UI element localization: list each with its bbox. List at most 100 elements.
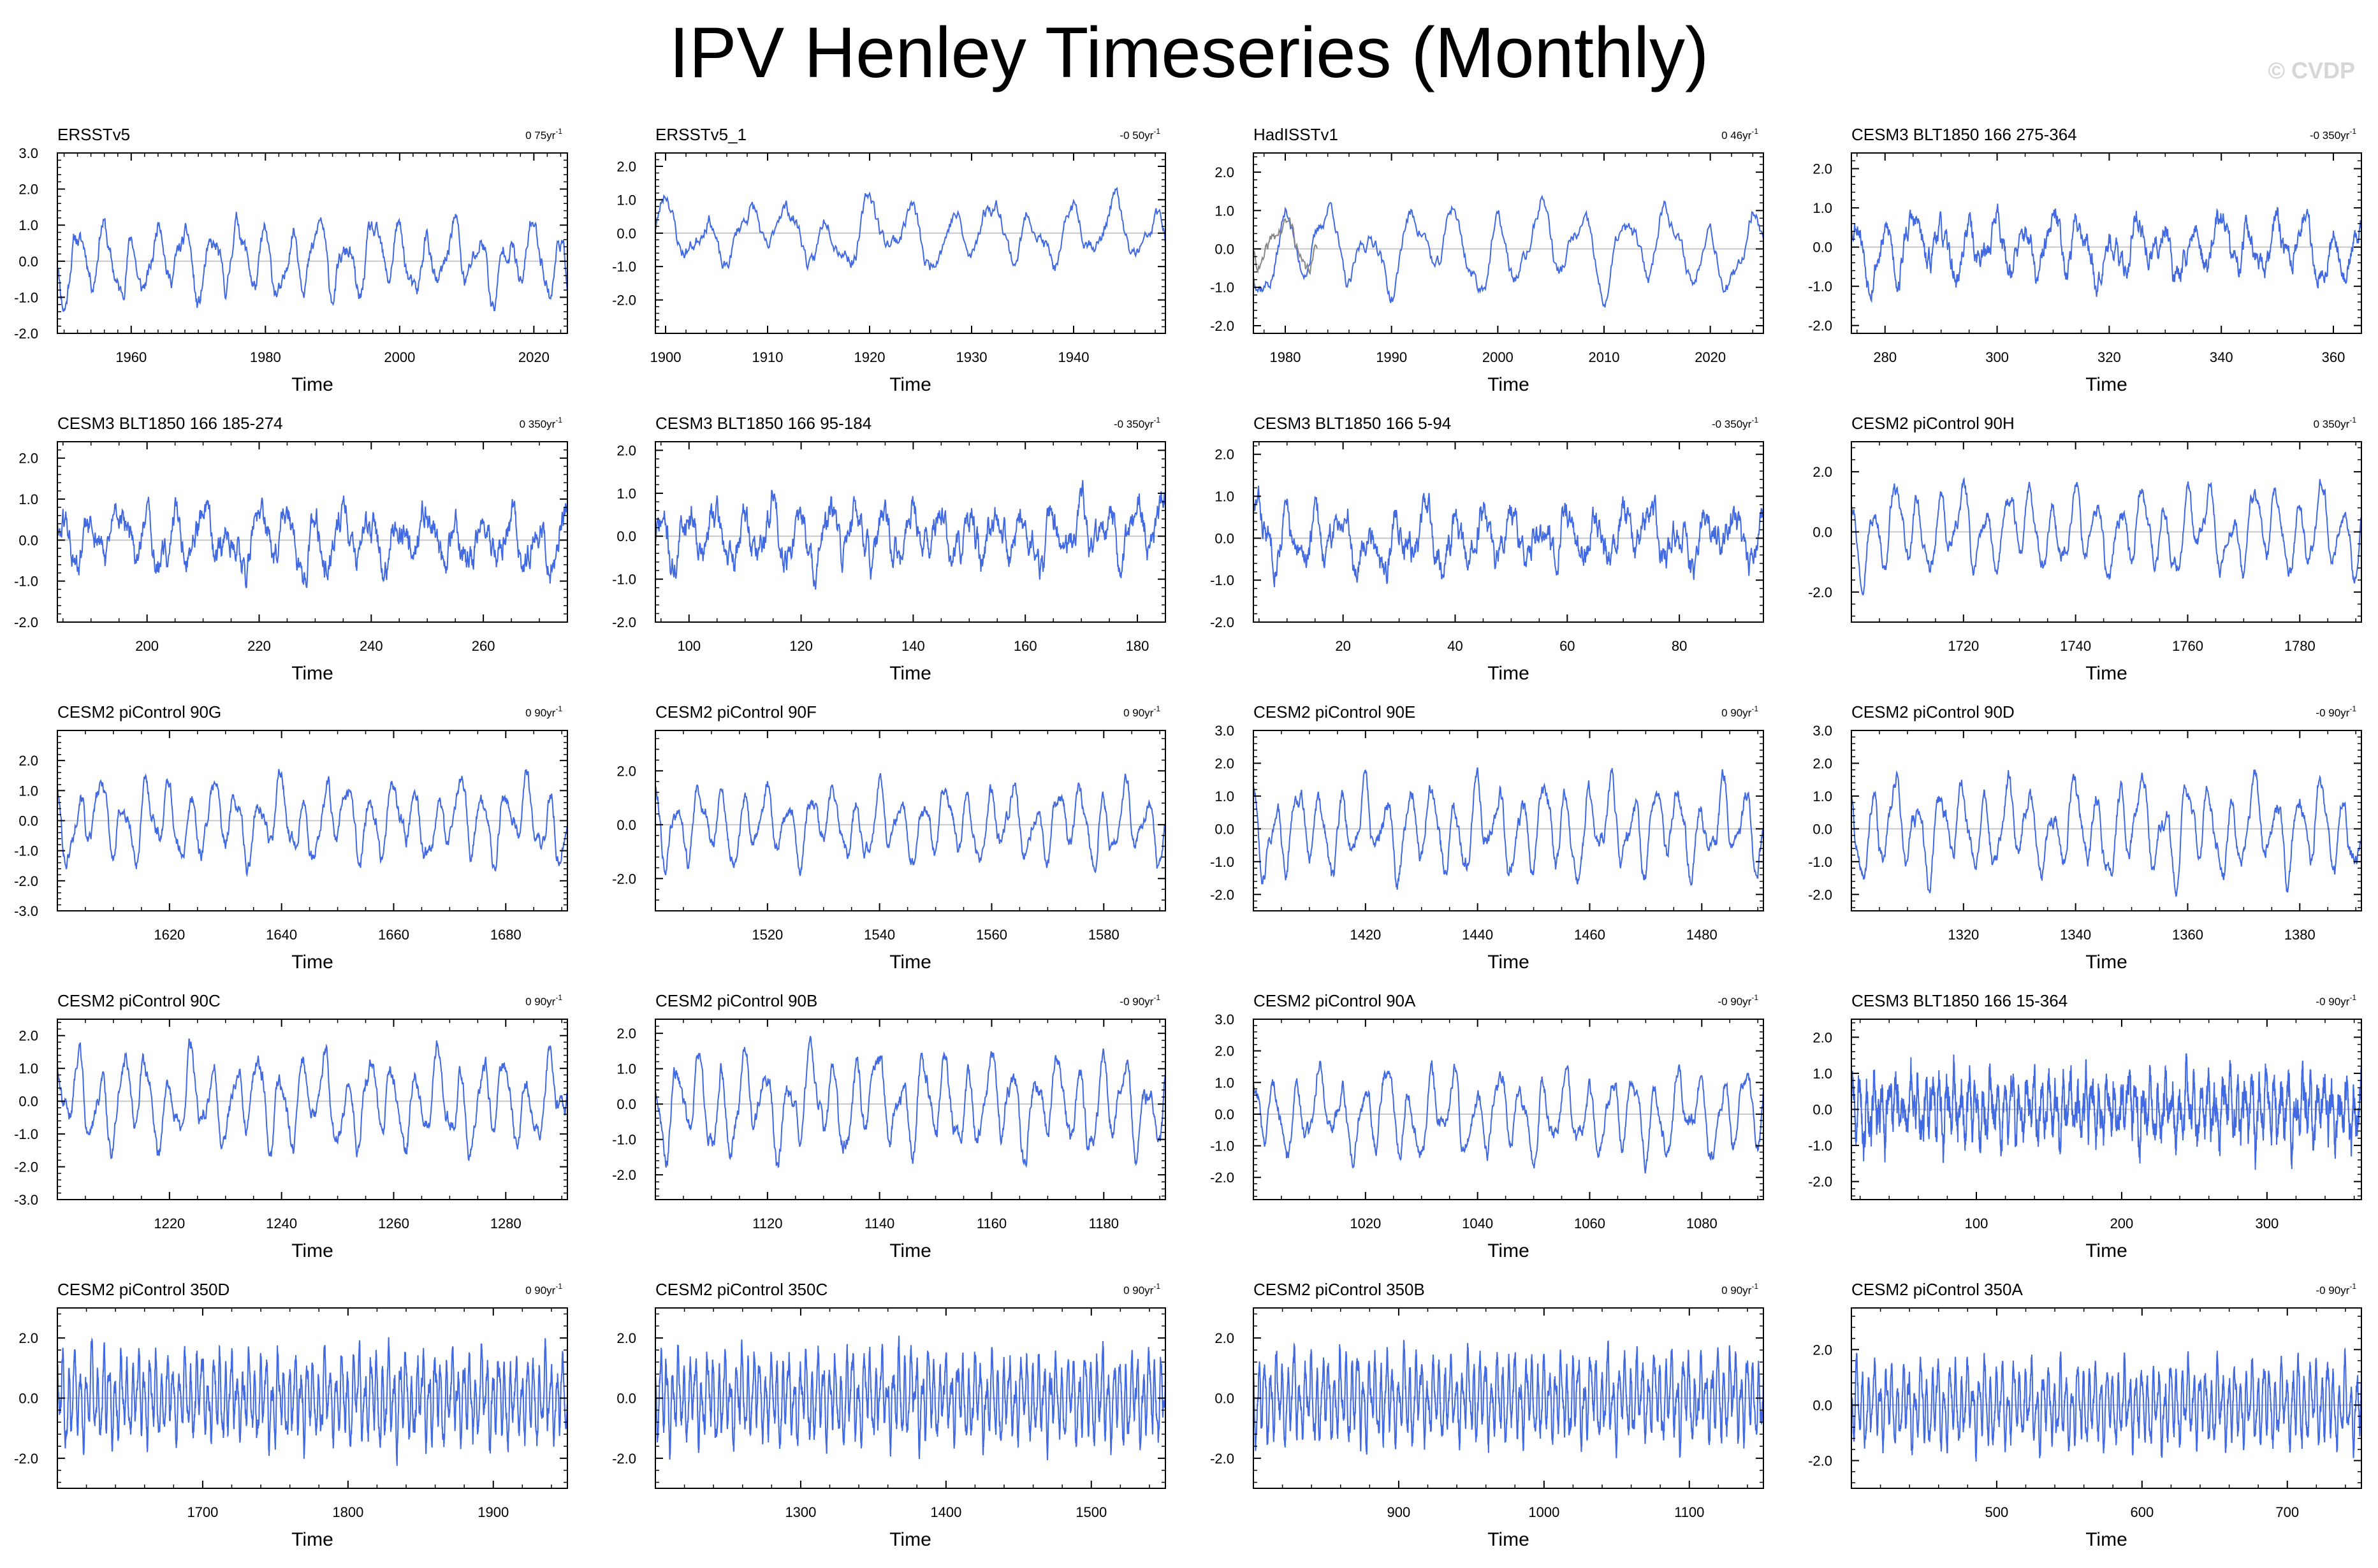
series-line — [57, 1038, 568, 1162]
x-tick-label: 1910 — [752, 349, 784, 365]
y-tick-label: -3.0 — [14, 1192, 38, 1208]
trend-label: 0 90yr-1 — [1123, 704, 1160, 719]
x-axis-label: Time — [1487, 1240, 1529, 1261]
trend-label: 0 46yr-1 — [1721, 127, 1758, 142]
timeseries-panel: -2.0 0.0 2.0 1520 1540 1560 1580 Time CESM2 piCo… — [612, 702, 1166, 973]
plot-frame — [655, 1019, 1166, 1200]
x-tick-label: 280 — [1873, 349, 1897, 365]
x-tick-label: 1740 — [2060, 638, 2091, 654]
x-axis-label: Time — [889, 374, 931, 395]
x-tick-label: 1920 — [854, 349, 886, 365]
y-tick-label: -1.0 — [612, 259, 636, 275]
x-tick-label: 1580 — [1088, 927, 1120, 943]
series-line — [1253, 767, 1764, 890]
y-tick-label: -1.0 — [14, 1126, 38, 1142]
y-tick-label: 3.0 — [18, 145, 38, 161]
x-tick-label: 100 — [1965, 1216, 1988, 1231]
timeseries-panel: -2.0 0.0 2.0 1700 1800 1900 Time CESM2 piContro… — [14, 1280, 568, 1550]
y-tick-label: 1.0 — [1215, 788, 1234, 804]
series-line — [1851, 1053, 2362, 1170]
x-axis-label: Time — [2085, 663, 2127, 684]
y-tick-label: -2.0 — [612, 1451, 636, 1467]
y-tick-label: 1.0 — [1215, 1075, 1234, 1091]
series-line — [1253, 1340, 1764, 1458]
trend-label: -0 350yr-1 — [1114, 416, 1160, 430]
trend-label: -0 90yr-1 — [2316, 704, 2356, 719]
timeseries-panel: -3.0 -2.0 -1.0 0.0 1.0 2.0 1220 1240 1260 1280 Tim… — [14, 991, 568, 1261]
y-tick-label: 0.0 — [1813, 240, 1832, 256]
timeseries-panel: -2.0 -1.0 0.0 1.0 2.0 1120 1140 1160 1180 Time CES… — [612, 991, 1166, 1261]
x-tick-label: 1340 — [2060, 927, 2091, 943]
trend-label: -0 90yr-1 — [2316, 993, 2356, 1008]
plot-frame — [1253, 441, 1764, 623]
x-tick-label: 1260 — [378, 1216, 409, 1231]
x-axis-label: Time — [1487, 952, 1529, 973]
x-tick-label: 160 — [1014, 638, 1037, 654]
x-tick-label: 1320 — [1948, 927, 1979, 943]
x-axis-label: Time — [1487, 663, 1529, 684]
trend-label: -0 90yr-1 — [1120, 993, 1160, 1008]
series-line — [1253, 1060, 1764, 1173]
x-tick-label: 60 — [1559, 638, 1575, 654]
series-line — [655, 1036, 1166, 1168]
y-tick-label: 0.0 — [18, 1094, 38, 1110]
x-tick-label: 200 — [135, 638, 159, 654]
y-tick-label: 2.0 — [1215, 1043, 1234, 1059]
x-tick-label: 1900 — [478, 1504, 509, 1520]
timeseries-panel: -3.0 -2.0 -1.0 0.0 1.0 2.0 1620 1640 1660 1680 Tim… — [14, 702, 568, 973]
x-tick-label: 2010 — [1589, 349, 1620, 365]
x-tick-label: 1620 — [154, 927, 185, 943]
y-tick-label: 0.0 — [616, 1096, 636, 1112]
y-tick-label: -2.0 — [14, 1159, 38, 1175]
x-tick-label: 1380 — [2284, 927, 2316, 943]
plot-frame — [1851, 1307, 2362, 1489]
panel-title: CESM3 BLT1850 166 185-274 — [57, 414, 283, 433]
x-tick-label: 120 — [789, 638, 813, 654]
trend-label: -0 90yr-1 — [1718, 993, 1758, 1008]
trend-label: -0 350yr-1 — [1712, 416, 1758, 430]
y-tick-label: -1.0 — [1808, 1138, 1832, 1154]
plot-frame — [655, 441, 1166, 623]
panel-title: CESM2 piControl 90F — [655, 702, 817, 722]
x-tick-label: 1900 — [650, 349, 682, 365]
timeseries-panel: -2.0 -1.0 0.0 1.0 2.0 1980 1990 2000 2010 2020 Tim… — [1210, 125, 1764, 395]
y-tick-label: 0.0 — [616, 1391, 636, 1407]
x-tick-label: 700 — [2275, 1504, 2299, 1520]
timeseries-panel: -2.0 0.0 2.0 1300 1400 1500 Time CESM2 piContro… — [612, 1280, 1166, 1550]
x-tick-label: 1140 — [864, 1216, 894, 1231]
y-tick-label: 0.0 — [18, 813, 38, 829]
y-tick-label: 2.0 — [616, 442, 636, 458]
x-tick-label: 1800 — [332, 1504, 363, 1520]
y-tick-label: -1.0 — [1210, 854, 1234, 870]
y-tick-label: 2.0 — [18, 182, 38, 198]
panel-title: ERSSTv5_1 — [655, 125, 747, 144]
plot-frame — [1851, 152, 2362, 334]
x-tick-label: 260 — [472, 638, 495, 654]
plot-frame — [57, 152, 568, 334]
x-tick-label: 2000 — [384, 349, 415, 365]
x-tick-label: 300 — [2255, 1216, 2279, 1231]
trend-label: 0 90yr-1 — [1721, 1282, 1758, 1296]
x-tick-label: 1080 — [1686, 1216, 1718, 1231]
plot-frame — [57, 441, 568, 623]
y-tick-label: -1.0 — [1210, 280, 1234, 296]
x-axis-label: Time — [2085, 1529, 2127, 1550]
x-tick-label: 220 — [247, 638, 271, 654]
y-tick-label: 2.0 — [1813, 755, 1832, 771]
y-tick-label: 0.0 — [1215, 1107, 1234, 1122]
timeseries-panel: -2.0 0.0 2.0 500 600 700 Time CESM2 piControl 3… — [1808, 1280, 2362, 1550]
x-axis-label: Time — [889, 1529, 931, 1550]
y-tick-label: 0.0 — [616, 817, 636, 833]
trend-label: 0 75yr-1 — [525, 127, 562, 142]
y-tick-label: -1.0 — [612, 572, 636, 588]
y-tick-label: 1.0 — [18, 217, 38, 233]
series-line — [1851, 476, 2362, 596]
x-tick-label: 1990 — [1376, 349, 1407, 365]
y-tick-label: -1.0 — [14, 843, 38, 859]
panel-title: CESM3 BLT1850 166 275-364 — [1851, 125, 2077, 144]
y-tick-label: -2.0 — [14, 1451, 38, 1467]
y-tick-label: -2.0 — [14, 873, 38, 889]
y-tick-label: 2.0 — [18, 1330, 38, 1346]
y-tick-label: 2.0 — [1813, 1342, 1832, 1358]
panel-title: CESM3 BLT1850 166 5-94 — [1253, 414, 1451, 433]
